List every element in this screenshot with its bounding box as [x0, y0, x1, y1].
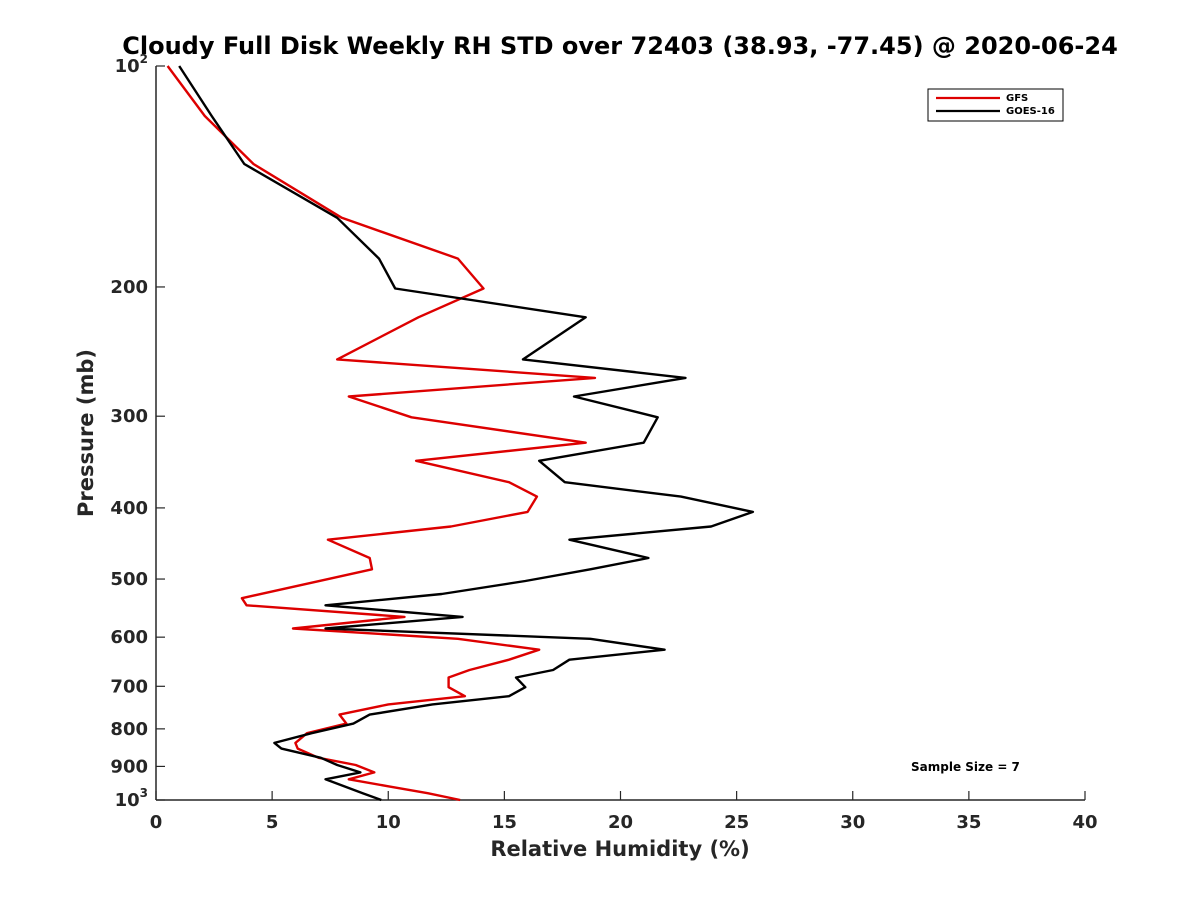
y-tick-label: 300: [110, 406, 148, 427]
x-tick-label: 25: [724, 812, 749, 833]
x-tick-label: 35: [956, 812, 981, 833]
y-tick-label: 103: [115, 786, 148, 811]
legend-label-gfs: GFS: [1006, 93, 1028, 104]
legend: GFS GOES-16: [927, 88, 1064, 122]
y-ticks: 102 200 300 400 500 600 700 800 900 103: [110, 52, 165, 811]
series-layer: [166, 65, 755, 802]
series-line-gfs: [166, 65, 597, 802]
y-tick-label: 900: [110, 756, 148, 777]
y-tick-label: 500: [110, 569, 148, 590]
x-tick-label: 30: [840, 812, 865, 833]
series-line-goes16: [178, 65, 755, 802]
x-tick-label: 15: [492, 812, 517, 833]
chart-title: Cloudy Full Disk Weekly RH STD over 7240…: [122, 32, 1118, 60]
y-tick-label: 102: [115, 52, 148, 77]
x-axis-label: Relative Humidity (%): [490, 837, 749, 861]
x-tick-label: 5: [266, 812, 279, 833]
plot-area: 0 5 10 15 20 25 30 35 40 102 200 300 400 500 600 700 80…: [110, 52, 1097, 833]
x-tick-label: 0: [150, 812, 163, 833]
y-tick-label: 700: [110, 676, 148, 697]
y-tick-label: 400: [110, 498, 148, 519]
x-ticks: 0 5 10 15 20 25 30 35 40: [150, 791, 1098, 833]
x-tick-label: 40: [1072, 812, 1097, 833]
y-tick-label: 200: [110, 277, 148, 298]
y-tick-label: 600: [110, 627, 148, 648]
x-tick-label: 20: [608, 812, 633, 833]
y-axis-label: Pressure (mb): [74, 349, 98, 517]
sample-size-annotation: Sample Size = 7: [911, 760, 1020, 774]
y-tick-label: 800: [110, 719, 148, 740]
x-tick-label: 10: [376, 812, 401, 833]
legend-box: [927, 88, 1064, 122]
legend-label-goes16: GOES-16: [1006, 106, 1055, 117]
